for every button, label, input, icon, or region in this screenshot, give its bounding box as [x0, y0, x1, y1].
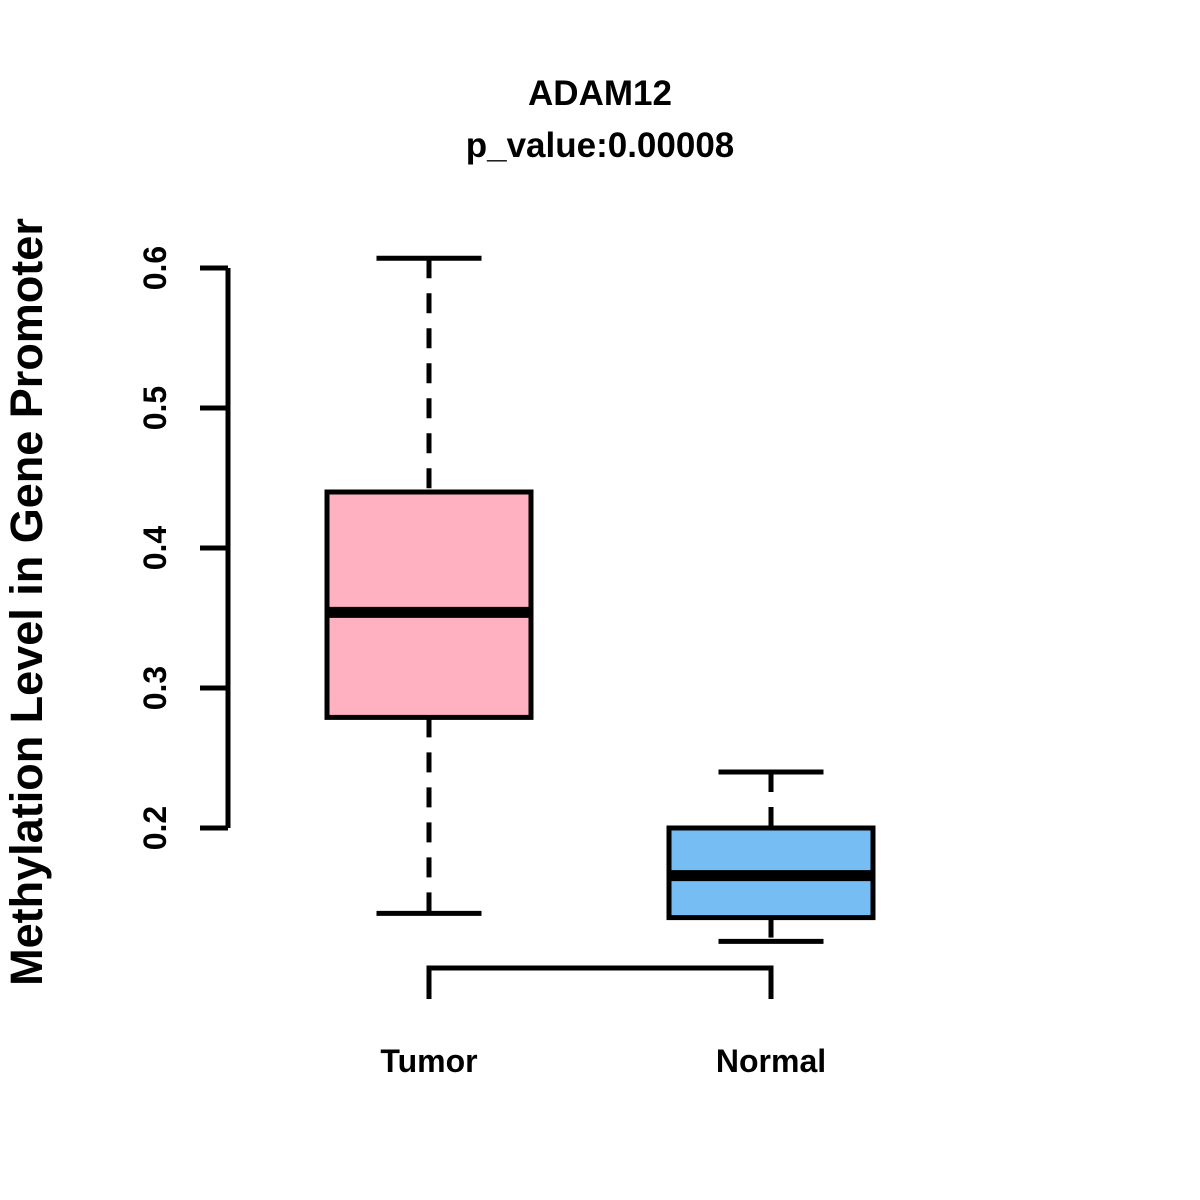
tumor-boxplot — [324, 255, 534, 916]
y-tick-label: 0.5 — [137, 386, 173, 430]
boxplot-boxes — [324, 255, 876, 944]
y-axis-ticks: 0.2 0.3 0.4 0.5 0.6 — [137, 246, 228, 850]
chart-title: ADAM12 — [528, 74, 672, 113]
tumor-box — [324, 489, 534, 720]
y-tick-label: 0.2 — [137, 806, 173, 850]
y-tick-label: 0.6 — [137, 246, 173, 290]
y-tick-label: 0.4 — [137, 526, 173, 571]
x-label-tumor: Tumor — [380, 1043, 477, 1079]
x-label-normal: Normal — [716, 1043, 826, 1079]
y-axis-label: Methylation Level in Gene Promoter — [1, 218, 52, 986]
normal-boxplot — [666, 769, 876, 944]
chart-subtitle-pvalue: p_value:0.00008 — [466, 126, 735, 165]
y-tick-label: 0.3 — [137, 666, 173, 710]
x-axis-bracket — [426, 965, 774, 999]
